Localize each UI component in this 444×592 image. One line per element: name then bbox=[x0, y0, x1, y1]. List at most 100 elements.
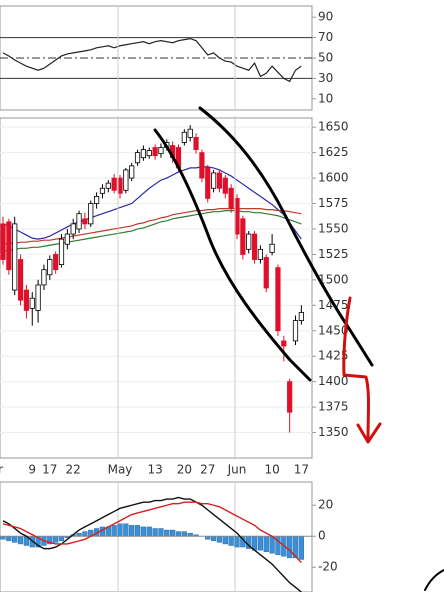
candle-body bbox=[129, 165, 135, 179]
histogram-bar bbox=[6, 536, 12, 542]
candle-body bbox=[58, 238, 65, 265]
x-tick-label: Jun bbox=[227, 463, 247, 477]
candle-body bbox=[205, 167, 211, 199]
candle-body bbox=[222, 177, 228, 194]
x-tick-label: 13 bbox=[147, 463, 162, 477]
x-tick-label: 17 bbox=[294, 463, 309, 477]
arrow bbox=[342, 296, 370, 442]
candle-body bbox=[210, 172, 217, 189]
y-tick-label: 0 bbox=[318, 529, 326, 543]
candle-body bbox=[134, 152, 141, 164]
histogram-bar bbox=[234, 536, 240, 548]
histogram-bar bbox=[12, 536, 18, 543]
y-tick-label: 1350 bbox=[318, 425, 349, 439]
candle-body bbox=[140, 149, 146, 159]
candle-body bbox=[53, 254, 59, 271]
x-tick-label: pr bbox=[0, 463, 3, 477]
candle-body bbox=[287, 381, 293, 413]
y-tick-label: 1400 bbox=[318, 374, 349, 388]
candle-body bbox=[275, 267, 281, 332]
candle-body bbox=[246, 233, 252, 250]
candle-body bbox=[298, 312, 304, 321]
price-panel bbox=[0, 117, 313, 459]
candle-body bbox=[263, 257, 269, 289]
stroke bbox=[424, 569, 444, 591]
series-line bbox=[2, 38, 302, 83]
histogram-bar bbox=[53, 536, 59, 543]
candle-body bbox=[123, 169, 129, 191]
histogram-bar bbox=[146, 526, 152, 537]
histogram-bar bbox=[158, 528, 164, 537]
y-tick-label: 10 bbox=[318, 91, 333, 105]
candle-body bbox=[76, 213, 82, 230]
histogram-bar bbox=[298, 536, 304, 560]
candle-body bbox=[94, 195, 100, 204]
y-tick-label: 50 bbox=[318, 51, 333, 65]
y-tick-label: 1600 bbox=[318, 171, 349, 185]
candle-body bbox=[187, 128, 193, 138]
y-tick-label: 30 bbox=[318, 71, 333, 85]
x-tick-label: 10 bbox=[264, 463, 279, 477]
histogram-bar bbox=[164, 529, 170, 537]
x-tick-label: 22 bbox=[66, 463, 81, 477]
y-tick-label: 1625 bbox=[318, 145, 349, 159]
y-tick-label: 1500 bbox=[318, 272, 349, 286]
marks: 90 70 50 30 10 pr 9 17 22 May 13 20 27 Jun 10 17 1650 162… bbox=[0, 6, 349, 592]
candle-body bbox=[6, 221, 12, 271]
y-tick-label: 1425 bbox=[318, 349, 349, 363]
candle-body bbox=[199, 152, 205, 179]
candle-body bbox=[17, 259, 24, 301]
candle-body bbox=[228, 187, 234, 210]
candle-body bbox=[105, 182, 111, 189]
arrow-head bbox=[356, 422, 382, 444]
histogram-bar bbox=[257, 536, 264, 551]
histogram-bar bbox=[216, 536, 223, 543]
candle-body bbox=[41, 269, 47, 286]
candle-body bbox=[281, 340, 287, 347]
histogram-bar bbox=[58, 536, 65, 542]
series-line bbox=[2, 496, 302, 592]
histogram-bar bbox=[123, 523, 129, 537]
y-tick-label: 1525 bbox=[318, 247, 349, 261]
histogram-bar bbox=[129, 525, 135, 537]
x-tick-label: 17 bbox=[42, 463, 57, 477]
candle-body bbox=[0, 223, 6, 260]
candle-body bbox=[240, 218, 246, 255]
macd-panel bbox=[0, 481, 313, 592]
y-tick-label: 1550 bbox=[318, 221, 349, 235]
candle-body bbox=[216, 172, 223, 189]
x-tick-label: May bbox=[108, 463, 133, 477]
y-tick-label: 1375 bbox=[318, 400, 349, 414]
histogram-bar bbox=[140, 526, 147, 537]
y-tick-label: -20 bbox=[318, 560, 338, 574]
histogram-bar bbox=[222, 536, 228, 545]
histogram-bar bbox=[170, 529, 176, 537]
candle-body bbox=[88, 203, 94, 225]
histogram-bar bbox=[287, 536, 293, 559]
candle-body bbox=[251, 233, 258, 260]
histogram-bar bbox=[175, 531, 182, 537]
x-tick-label: 9 bbox=[28, 463, 36, 477]
candle-body bbox=[193, 136, 199, 150]
histogram-bar bbox=[82, 531, 88, 537]
candle-body bbox=[29, 297, 35, 309]
trend-line bbox=[198, 106, 374, 367]
candle-body bbox=[47, 259, 53, 276]
series-line bbox=[2, 501, 302, 564]
candle-body bbox=[12, 223, 18, 291]
y-tick-label: 1450 bbox=[318, 323, 349, 337]
candle-body bbox=[23, 289, 30, 311]
candle-body bbox=[257, 248, 264, 260]
histogram-bar bbox=[152, 528, 158, 537]
histogram-bar bbox=[117, 523, 123, 537]
series-line bbox=[2, 208, 302, 245]
histogram-bar bbox=[111, 525, 117, 537]
candle-body bbox=[152, 147, 158, 157]
candle-body bbox=[292, 320, 299, 342]
y-tick-label: 1575 bbox=[318, 196, 349, 210]
candle-body bbox=[181, 131, 187, 143]
y-tick-label: 90 bbox=[318, 10, 333, 24]
histogram-bar bbox=[17, 536, 24, 545]
